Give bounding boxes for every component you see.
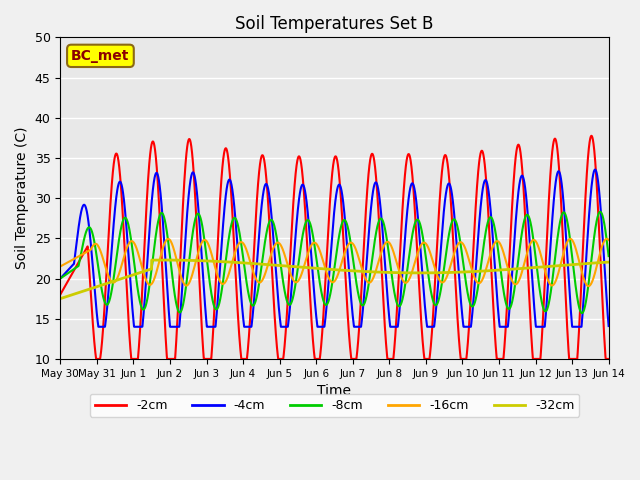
Title: Soil Temperatures Set B: Soil Temperatures Set B xyxy=(236,15,434,33)
X-axis label: Time: Time xyxy=(317,384,351,398)
Text: BC_met: BC_met xyxy=(71,49,130,63)
Legend: -2cm, -4cm, -8cm, -16cm, -32cm: -2cm, -4cm, -8cm, -16cm, -32cm xyxy=(90,394,579,417)
Y-axis label: Soil Temperature (C): Soil Temperature (C) xyxy=(15,127,29,269)
